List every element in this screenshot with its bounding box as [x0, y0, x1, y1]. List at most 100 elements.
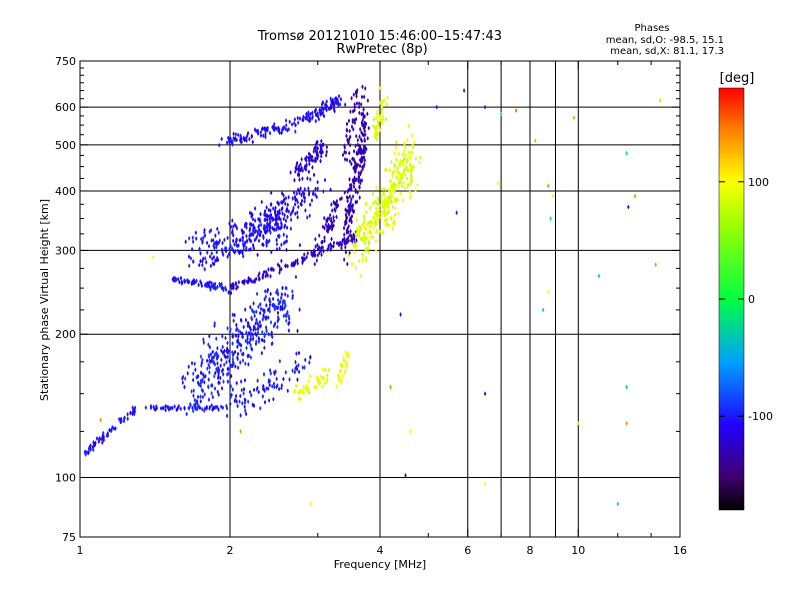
- data-point: [264, 400, 267, 405]
- data-point: [91, 445, 94, 450]
- data-point: [191, 235, 194, 240]
- data-point: [345, 364, 348, 369]
- data-point: [190, 389, 193, 394]
- data-point: [194, 279, 197, 284]
- data-point-cross: [302, 365, 304, 370]
- data-point-cross: [258, 238, 260, 243]
- data-point: [252, 387, 255, 392]
- data-point-cross: [191, 389, 193, 394]
- data-point-cross: [214, 370, 216, 375]
- data-point-cross: [284, 223, 286, 228]
- data-point-cross: [209, 365, 211, 370]
- data-point-cross: [354, 166, 356, 171]
- data-point-cross: [269, 302, 271, 307]
- data-point: [257, 217, 260, 222]
- data-point: [332, 218, 335, 223]
- data-point: [329, 242, 332, 247]
- data-point-cross: [248, 278, 250, 283]
- data-point: [346, 226, 349, 231]
- data-point-cross: [270, 291, 272, 296]
- data-point: [271, 226, 274, 231]
- data-point-cross: [327, 227, 329, 232]
- data-point-cross: [208, 406, 210, 411]
- data-point-cross: [295, 166, 297, 171]
- data-point-cross: [262, 133, 264, 138]
- data-point: [328, 216, 331, 221]
- data-point-cross: [331, 237, 333, 242]
- data-point: [348, 203, 351, 208]
- data-point: [316, 156, 319, 161]
- data-point: [306, 215, 309, 220]
- data-point: [341, 374, 344, 379]
- data-point-cross: [265, 325, 267, 330]
- data-point: [357, 179, 360, 184]
- data-point: [364, 124, 367, 129]
- data-point: [360, 159, 363, 164]
- data-point-cross: [280, 217, 282, 222]
- data-point-cross: [120, 420, 122, 425]
- data-point: [270, 190, 273, 195]
- data-point-cross: [223, 362, 225, 367]
- data-point: [273, 370, 276, 375]
- data-point-cross: [250, 331, 252, 336]
- data-point-cross: [237, 132, 239, 137]
- data-point: [285, 118, 288, 123]
- data-point: [281, 191, 284, 196]
- data-point-cross: [266, 328, 268, 333]
- data-point: [276, 319, 279, 324]
- data-point-cross: [278, 225, 280, 230]
- data-point: [314, 145, 317, 150]
- data-point: [235, 393, 238, 398]
- data-point-cross: [305, 164, 307, 169]
- data-point: [336, 203, 339, 208]
- data-point: [132, 410, 135, 415]
- data-point-cross: [303, 391, 305, 396]
- data-point: [114, 426, 117, 431]
- data-point: [215, 354, 218, 359]
- data-point: [253, 403, 256, 408]
- data-point: [358, 134, 361, 139]
- data-point-cross: [250, 393, 252, 398]
- data-point-cross: [291, 296, 293, 301]
- data-point-cross: [211, 355, 213, 360]
- data-point: [284, 218, 287, 223]
- data-point-cross: [305, 386, 307, 391]
- data-point-cross: [207, 342, 209, 347]
- data-point: [191, 361, 194, 366]
- data-point: [208, 284, 211, 289]
- data-point: [303, 252, 306, 257]
- data-point-cross: [285, 318, 287, 323]
- data-point: [340, 196, 343, 201]
- data-point: [366, 111, 369, 116]
- data-point: [314, 253, 317, 258]
- data-point: [315, 258, 318, 263]
- data-point-cross: [288, 328, 290, 333]
- data-point-cross: [150, 405, 152, 410]
- data-point: [153, 407, 156, 412]
- data-point-cross: [330, 217, 332, 222]
- data-point-cross: [298, 369, 300, 374]
- data-point: [275, 384, 278, 389]
- data-point-cross: [254, 278, 256, 283]
- data-point: [353, 179, 356, 184]
- data-point: [294, 360, 297, 365]
- data-point: [225, 246, 228, 251]
- data-point-cross: [243, 324, 245, 329]
- data-point: [335, 214, 338, 219]
- data-point-cross: [364, 132, 366, 137]
- data-point: [274, 369, 277, 374]
- data-point: [326, 229, 329, 234]
- data-point-cross: [293, 178, 295, 183]
- data-point-cross: [169, 406, 171, 411]
- data-point-cross: [354, 161, 356, 166]
- data-point: [249, 222, 252, 227]
- data-point: [347, 351, 350, 356]
- data-point: [211, 256, 214, 261]
- data-point: [316, 243, 319, 248]
- data-point: [236, 344, 239, 349]
- data-point: [298, 307, 301, 312]
- data-point-cross: [343, 257, 345, 262]
- data-point: [310, 156, 313, 161]
- data-point: [228, 136, 231, 141]
- data-point: [206, 250, 209, 255]
